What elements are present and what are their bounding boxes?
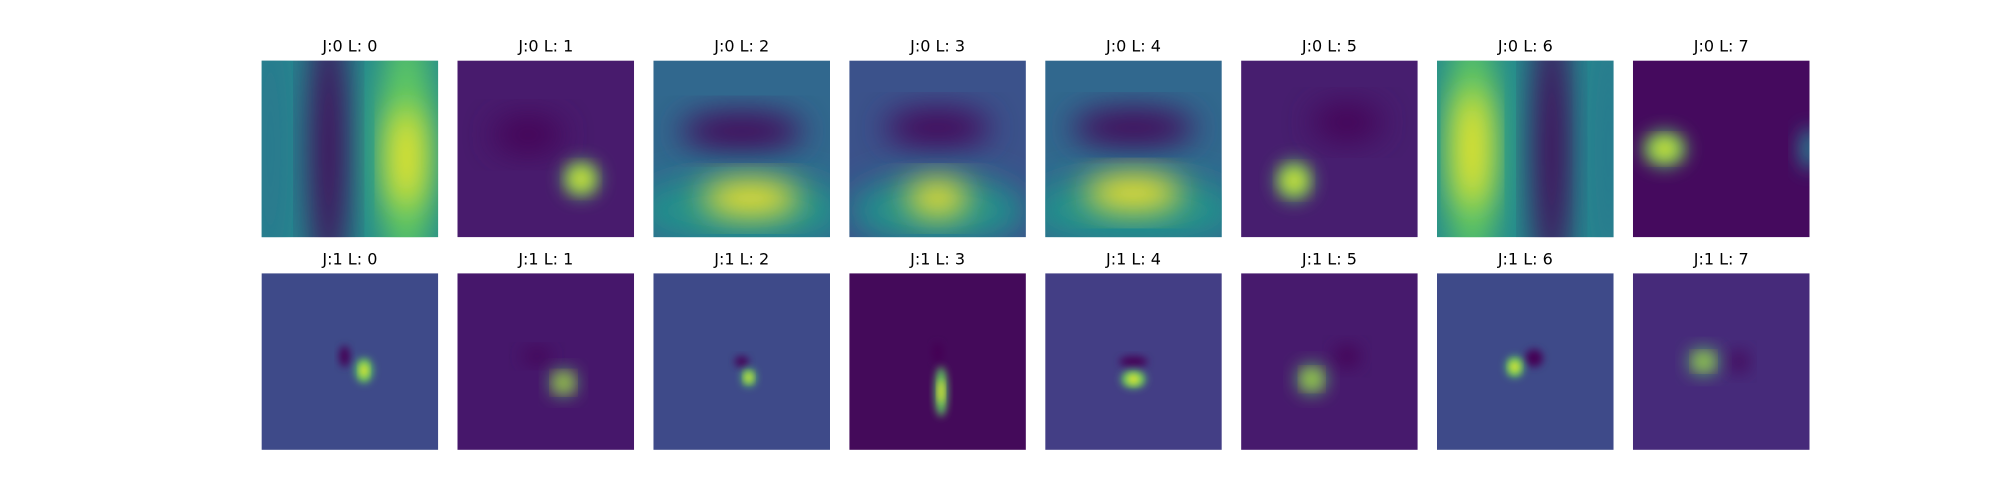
- panel: J:1 L: 0: [261, 249, 439, 450]
- panel-image: [457, 273, 635, 450]
- panel-title: J:1 L: 1: [517, 249, 573, 268]
- panel: J:0 L: 0: [261, 37, 439, 238]
- panel: J:0 L: 7: [1632, 37, 1810, 238]
- panel-image: [457, 60, 635, 238]
- panel-title: J:1 L: 5: [1301, 249, 1357, 268]
- panel-image: [653, 273, 830, 450]
- panel: J:1 L: 2: [653, 249, 830, 450]
- panel-title: J:0 L: 1: [517, 37, 573, 56]
- panel: J:1 L: 4: [1045, 249, 1222, 450]
- panel-image: [1437, 273, 1614, 450]
- panel-title: J:1 L: 6: [1497, 249, 1553, 268]
- panel: J:1 L: 7: [1632, 249, 1810, 450]
- panel-title: J:0 L: 5: [1301, 37, 1357, 56]
- panel-image: [1632, 273, 1810, 450]
- panel-image: [1632, 60, 1810, 238]
- panel-title: J:1 L: 3: [909, 249, 965, 268]
- panel: J:1 L: 5: [1241, 249, 1418, 450]
- panel-title: J:0 L: 6: [1497, 37, 1553, 56]
- panel-title: J:1 L: 4: [1105, 249, 1161, 268]
- panel-image: [1045, 60, 1222, 238]
- panel: J:0 L: 5: [1241, 37, 1418, 238]
- panel-title: J:0 L: 2: [713, 37, 769, 56]
- panel: J:1 L: 3: [849, 249, 1026, 450]
- panel-image: [261, 60, 439, 238]
- panel-title: J:0 L: 7: [1693, 37, 1749, 56]
- panel: J:0 L: 4: [1045, 37, 1222, 238]
- panel: J:0 L: 6: [1437, 37, 1614, 238]
- panel-title: J:1 L: 7: [1693, 249, 1749, 268]
- panel-title: J:0 L: 4: [1105, 37, 1161, 56]
- panel-image: [261, 273, 439, 450]
- panel: J:0 L: 2: [653, 37, 831, 238]
- panel-image: [653, 60, 831, 238]
- panel: J:1 L: 6: [1437, 249, 1614, 450]
- panel-image: [1241, 273, 1418, 450]
- panel: J:0 L: 3: [849, 37, 1026, 238]
- panel: J:1 L: 1: [457, 249, 635, 450]
- panel-title: J:1 L: 0: [321, 249, 377, 268]
- panel-title: J:0 L: 3: [909, 37, 965, 56]
- panel-image: [1437, 60, 1614, 238]
- panel-title: J:0 L: 0: [321, 37, 377, 56]
- panel: J:0 L: 1: [457, 37, 635, 238]
- panel-image: [849, 273, 1026, 450]
- panel-title: J:1 L: 2: [713, 249, 769, 268]
- panel-image: [849, 60, 1026, 238]
- panel-image: [1045, 273, 1222, 450]
- panel-image: [1241, 60, 1418, 238]
